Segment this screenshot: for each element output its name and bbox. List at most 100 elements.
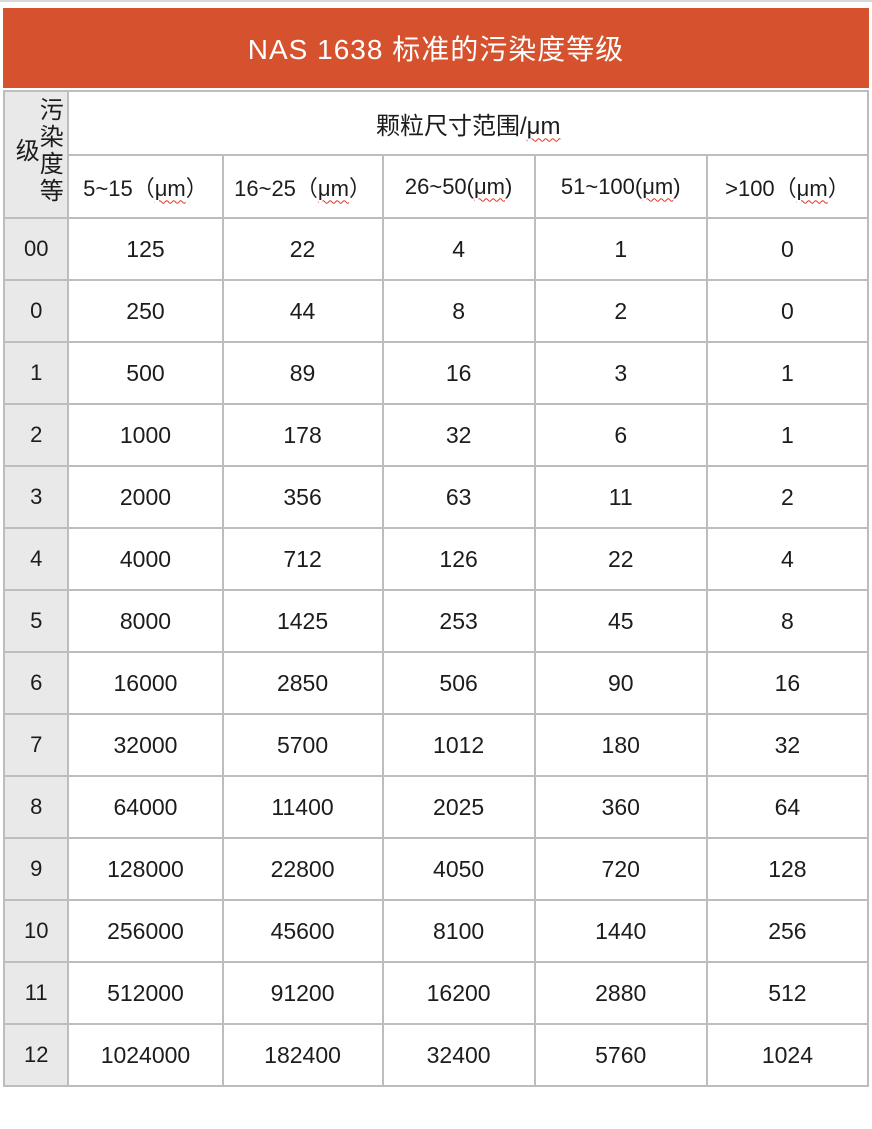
nas1638-table: 污染度等级 颗粒尺寸范围/μm 5~15（μm） 16~25（μm） 26~50(μ… [2,90,870,1087]
size-header-cell: 51~100(μm) [533,154,708,219]
count-cell: 32000 [67,713,224,777]
count-cell: 3 [533,341,708,405]
count-cell: 16 [705,651,870,715]
count-cell: 63 [381,465,536,529]
count-cell: 1000 [67,403,224,467]
grade-cell: 10 [2,899,70,963]
corner-header-label: 污染度等级 [11,97,63,205]
count-cell: 5760 [533,1023,708,1087]
table-row: 00 125 22 4 1 0 [2,217,870,281]
count-cell: 512 [705,961,870,1025]
size-header-row: 5~15（μm） 16~25（μm） 26~50(μm) 51~100(μm) >100… [4,154,870,219]
count-cell: 126 [381,527,536,591]
count-cell: 8 [705,589,870,653]
count-cell: 11400 [221,775,384,839]
count-cell: 8 [381,279,536,343]
grade-cell: 5 [2,589,70,653]
count-cell: 4050 [381,837,536,901]
count-cell: 2000 [67,465,224,529]
size-header-post: ) [673,173,681,199]
size-header-pre: 26~50( [404,173,474,199]
count-cell: 45600 [221,899,384,963]
size-header-post: ） [348,175,371,201]
count-cell: 1 [705,341,870,405]
size-header-cell: 26~50(μm) [381,154,536,219]
table-row: 8 64000 11400 2025 360 64 [2,775,870,839]
count-cell: 360 [533,775,708,839]
table-row: 4 4000 712 126 22 4 [2,527,870,591]
count-cell: 1425 [221,589,384,653]
size-header-cell: 16~25（μm） [221,154,384,219]
table-row: 9 128000 22800 4050 720 128 [2,837,870,901]
count-cell: 180 [533,713,708,777]
count-cell: 22800 [221,837,384,901]
count-cell: 2 [533,279,708,343]
size-header-um: μm [796,175,828,201]
count-cell: 4000 [67,527,224,591]
grade-cell: 0 [2,279,70,343]
count-cell: 16000 [67,651,224,715]
count-cell: 91200 [221,961,384,1025]
group-header-text: 颗粒尺寸范围/ [375,112,527,140]
table-body: 00 125 22 4 1 0 0 250 44 8 2 0 1 500 89 16 3 1 2 1000 178 32 6… [2,217,870,1087]
table-row: 12 1024000 182400 32400 5760 1024 [2,1023,870,1087]
table-row: 1 500 89 16 3 1 [2,341,870,405]
count-cell: 6 [533,403,708,467]
grade-cell: 1 [2,341,70,405]
count-cell: 125 [67,217,224,281]
table-row: 3 2000 356 63 11 2 [2,465,870,529]
count-cell: 1 [533,217,708,281]
count-cell: 2025 [381,775,536,839]
count-cell: 250 [67,279,224,343]
count-cell: 256 [705,899,870,963]
count-cell: 5700 [221,713,384,777]
count-cell: 8100 [381,899,536,963]
grade-cell: 00 [2,217,70,281]
corner-header-grade: 污染度等级 [2,90,70,219]
grade-cell: 2 [2,403,70,467]
count-cell: 44 [221,279,384,343]
count-cell: 8000 [67,589,224,653]
count-cell: 64000 [67,775,224,839]
table-row: 5 8000 1425 253 45 8 [2,589,870,653]
count-cell: 22 [533,527,708,591]
count-cell: 1012 [381,713,536,777]
count-cell: 0 [705,279,870,343]
count-cell: 32 [381,403,536,467]
count-cell: 4 [381,217,536,281]
size-header-um: μm [474,173,506,199]
count-cell: 1024000 [67,1023,224,1087]
size-header-pre: 51~100( [560,173,643,199]
grade-cell: 6 [2,651,70,715]
count-cell: 356 [221,465,384,529]
count-cell: 256000 [67,899,224,963]
count-cell: 64 [705,775,870,839]
count-cell: 128 [705,837,870,901]
table-row: 11 512000 91200 16200 2880 512 [2,961,870,1025]
count-cell: 178 [221,403,384,467]
count-cell: 512000 [67,961,224,1025]
table-row: 0 250 44 8 2 0 [2,279,870,343]
size-header-pre: >100（ [725,175,797,201]
group-header-row: 污染度等级 颗粒尺寸范围/μm [2,90,869,219]
size-header-um: μm [154,175,186,201]
count-cell: 253 [381,589,536,653]
size-header-cell: 5~15（μm） [67,154,224,219]
count-cell: 32400 [381,1023,536,1087]
count-cell: 45 [533,589,708,653]
count-cell: 1 [705,403,870,467]
count-cell: 2 [705,465,870,529]
count-cell: 2880 [533,961,708,1025]
count-cell: 32 [705,713,870,777]
table-row: 2 1000 178 32 6 1 [2,403,870,467]
count-cell: 0 [705,217,870,281]
count-cell: 22 [221,217,384,281]
count-cell: 720 [533,837,708,901]
count-cell: 128000 [67,837,224,901]
grade-cell: 11 [2,961,70,1025]
table-row: 6 16000 2850 506 90 16 [2,651,870,715]
size-header-pre: 5~15（ [83,175,155,201]
size-header-pre: 16~25（ [234,175,318,201]
size-header-um: μm [642,173,674,199]
